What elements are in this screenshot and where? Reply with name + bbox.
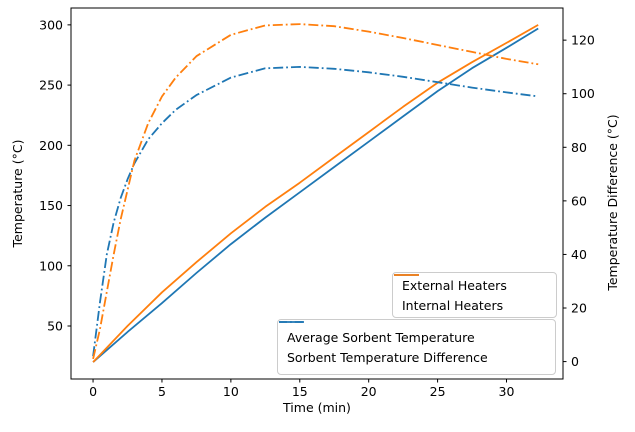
- y-axis-left-label: Temperature (°C): [10, 140, 25, 249]
- series-line-1: [92, 24, 539, 363]
- legend-label: Average Sorbent Temperature: [287, 329, 475, 345]
- y-left-tick-label: 150: [39, 198, 63, 213]
- y-left-tick-label: 100: [39, 258, 63, 273]
- y-axis-right-label: Temperature Difference (°C): [605, 114, 620, 291]
- y-left-tick-label: 250: [39, 78, 63, 93]
- legend-line-sample: [394, 274, 419, 276]
- y-right-tick-label: 60: [571, 193, 587, 208]
- legend-entry-sorbent-temperature-difference: Sorbent Temperature Difference: [279, 321, 547, 365]
- legend-entry-internal-heaters: Internal Heaters: [394, 274, 548, 313]
- y-right-tick-label: 20: [571, 301, 587, 316]
- y-left-tick-label: 300: [39, 17, 63, 32]
- x-tick-label: 0: [89, 384, 97, 399]
- axes-spines: [70, 7, 564, 380]
- x-axis: 0 5 10 15 20 25 30 Time (min): [89, 379, 514, 415]
- legend-line-sample: [279, 321, 304, 323]
- y-axis-left: 50 100 150 200 250 300 Temperature (°C): [10, 17, 71, 334]
- x-tick-label: 20: [361, 384, 377, 399]
- x-tick-label: 25: [430, 384, 446, 399]
- y-right-tick-label: 120: [571, 33, 595, 48]
- legend-label: Sorbent Temperature Difference: [287, 349, 488, 365]
- series-lines: [92, 23, 539, 363]
- legend-label: External Heaters: [402, 277, 507, 293]
- series-line-2: [92, 66, 539, 357]
- legend-label: Internal Heaters: [402, 297, 504, 313]
- x-tick-label: 10: [223, 384, 239, 399]
- legend-entry-average-sorbent-temperature: Average Sorbent Temperature: [279, 321, 547, 345]
- series-line-3: [92, 23, 539, 360]
- legend-heaters: External Heaters Internal Heaters: [392, 272, 557, 318]
- y-left-tick-label: 200: [39, 138, 63, 153]
- y-left-tick-label: 50: [47, 319, 63, 334]
- y-right-tick-label: 40: [571, 247, 587, 262]
- y-right-tick-label: 0: [571, 354, 579, 369]
- x-tick-label: 30: [499, 384, 515, 399]
- x-axis-label: Time (min): [282, 400, 351, 415]
- y-right-tick-label: 100: [571, 86, 595, 101]
- y-right-tick-label: 80: [571, 140, 587, 155]
- y-axis-right: 0 20 40 60 80 100 120 Temperature Difference (°…: [563, 33, 620, 369]
- legend-entry-external-heaters: External Heaters: [394, 274, 548, 293]
- series-line-0: [92, 27, 539, 363]
- legend-sorbent: Average Sorbent Temperature Sorbent Temp…: [277, 319, 556, 375]
- x-tick-label: 5: [158, 384, 166, 399]
- x-tick-label: 15: [292, 384, 308, 399]
